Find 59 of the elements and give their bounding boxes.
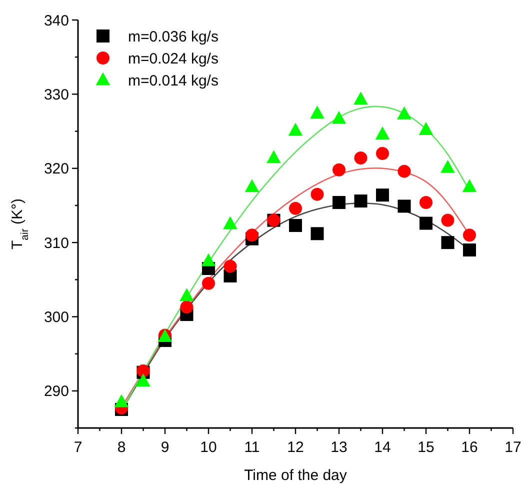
point	[354, 194, 368, 208]
point	[441, 236, 454, 250]
point	[462, 179, 477, 192]
point	[246, 228, 258, 242]
x-axis-title: Time of the day	[244, 467, 348, 484]
point	[266, 150, 281, 164]
point	[332, 163, 346, 176]
x-tick-label: 14	[374, 439, 391, 456]
x-tick-label: 9	[160, 439, 170, 456]
x-tick-label: 13	[330, 439, 348, 456]
x-tick-label: 12	[287, 439, 304, 456]
y-tick-label: 290	[44, 383, 69, 400]
y-tick-label: 340	[44, 12, 69, 30]
point	[440, 160, 455, 173]
point	[310, 188, 324, 201]
point	[354, 151, 368, 164]
x-tick-label: 11	[244, 439, 260, 456]
point	[375, 126, 390, 140]
point	[244, 179, 260, 192]
legend-label: m=0.036 kg/s	[128, 28, 218, 46]
x-tick-label: 15	[418, 439, 434, 456]
x-tick-label: 10	[200, 439, 217, 456]
point	[332, 196, 346, 209]
point	[463, 243, 476, 256]
y-tick-label: 330	[44, 86, 69, 104]
point	[398, 200, 411, 213]
point	[288, 122, 303, 136]
point	[310, 106, 324, 119]
point	[332, 110, 346, 124]
legend-label: m=0.014 kg/s	[128, 72, 218, 90]
x-tick-label: 7	[74, 439, 82, 456]
point	[289, 202, 302, 215]
point	[114, 394, 129, 408]
point	[289, 218, 302, 232]
point	[201, 253, 216, 266]
point	[420, 196, 432, 209]
point	[463, 228, 476, 242]
legend-label: m=0.024 kg/s	[128, 50, 218, 68]
point	[376, 188, 389, 202]
point	[354, 92, 368, 105]
point	[223, 216, 238, 230]
y-tick-label: 300	[44, 308, 69, 326]
x-tick-label: 8	[117, 439, 126, 456]
point	[398, 164, 411, 178]
y-tick-label: 320	[44, 160, 69, 178]
x-tick-label: 16	[461, 439, 478, 456]
point	[376, 147, 389, 160]
point	[418, 122, 434, 135]
point	[224, 260, 237, 273]
point	[441, 214, 454, 227]
y-tick-label: 310	[44, 234, 69, 252]
point	[397, 106, 412, 120]
point	[202, 276, 215, 290]
point	[180, 300, 194, 314]
x-tick-label: 17	[504, 439, 522, 456]
point	[180, 288, 194, 302]
point	[310, 227, 324, 240]
point	[420, 216, 432, 230]
point	[136, 373, 150, 386]
